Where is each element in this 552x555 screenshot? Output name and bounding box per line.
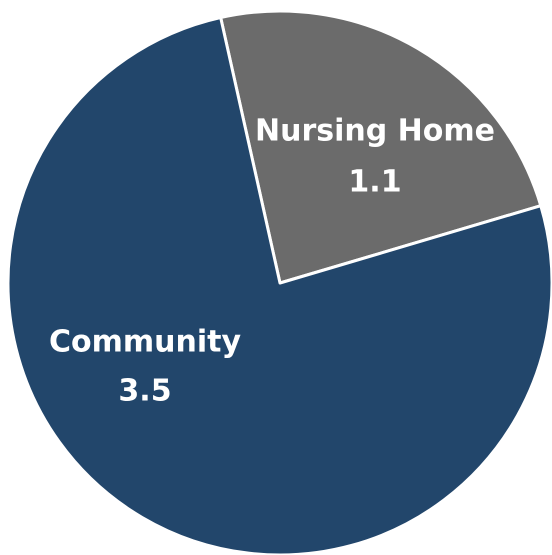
slice-label: Community: [49, 325, 241, 360]
pie-slice: [6, 16, 552, 555]
slice-label: Nursing Home: [255, 114, 495, 149]
slice-value: 3.5: [118, 374, 171, 409]
pie-slice: [219, 9, 543, 285]
slice-value: 1.1: [348, 165, 401, 200]
